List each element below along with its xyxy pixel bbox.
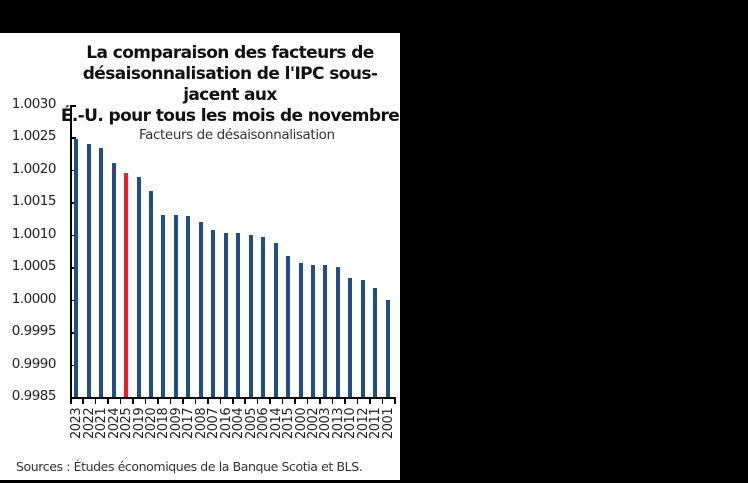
x-tick-mark — [219, 397, 222, 404]
y-tick-mark — [70, 397, 76, 399]
y-tick-mark — [70, 234, 76, 237]
bar-2010 — [348, 278, 353, 397]
y-tick-label: 1.0030 — [11, 96, 57, 112]
y-tick-label: 1.0000 — [11, 290, 57, 307]
bar-2004 — [236, 233, 241, 397]
bar-2009 — [173, 215, 178, 397]
x-tick-mark — [269, 397, 271, 404]
bar-2020 — [149, 191, 153, 397]
x-tick-mark — [331, 397, 334, 404]
x-tick-mark — [107, 397, 109, 404]
y-tick-mark — [70, 299, 76, 302]
x-tick-mark — [157, 397, 159, 404]
x-tick-mark — [394, 397, 396, 404]
x-tick-mark — [344, 397, 346, 404]
x-tick-mark — [194, 397, 197, 404]
x-tick-mark — [356, 397, 359, 404]
x-tick-mark — [119, 397, 122, 404]
x-tick-mark — [244, 397, 246, 404]
y-tick-mark — [70, 169, 76, 172]
x-tick-mark — [70, 397, 72, 404]
bar-2021 — [99, 148, 104, 397]
chart-title: La comparaison des facteurs de désaisonn… — [60, 43, 400, 127]
bar-2016 — [223, 232, 228, 397]
bar-2005 — [248, 234, 253, 397]
bar-2025 — [124, 173, 129, 397]
y-tick-mark — [70, 364, 76, 367]
title-line-3: É.-U. pour tous les mois de novembre — [60, 106, 400, 126]
y-tick-label: 1.0025 — [11, 128, 57, 145]
y-tick-label: 1.0005 — [11, 258, 57, 275]
y-axis — [70, 105, 72, 398]
bar-2015 — [286, 255, 291, 397]
bar-2007 — [211, 230, 216, 397]
x-tick-mark — [381, 397, 384, 404]
y-tick-label: 0.9990 — [11, 355, 57, 372]
x-tick-mark — [169, 397, 172, 404]
x-tick-mark — [294, 397, 296, 404]
y-tick-mark — [70, 267, 76, 269]
title-line-2: désaisonnalisation de l'IPC sous-jacent … — [82, 64, 378, 105]
x-tick-mark — [281, 397, 284, 404]
x-tick-mark — [182, 397, 184, 404]
x-tick-mark — [256, 397, 259, 404]
bar-2011 — [373, 287, 378, 397]
bar-2019 — [136, 177, 141, 397]
bar-2003 — [323, 265, 328, 397]
x-tick-mark — [232, 397, 234, 404]
x-tick-mark — [369, 397, 371, 404]
x-tick-label: 2001 — [380, 407, 396, 439]
source-note: Sources : Études économiques de la Banqu… — [16, 459, 363, 474]
y-tick-mark — [70, 105, 76, 107]
y-tick-label: 0.9995 — [11, 323, 57, 340]
legend-label: Facteurs de désaisonnalisation — [139, 127, 335, 143]
x-tick-mark — [144, 397, 147, 404]
chart-panel: La comparaison des facteurs de désaisonn… — [0, 33, 400, 480]
bar-2012 — [360, 280, 365, 397]
y-tick-mark — [70, 332, 76, 334]
y-tick-label: 1.0020 — [11, 160, 57, 177]
x-tick-mark — [82, 397, 84, 404]
bar-2014 — [273, 242, 278, 397]
y-tick-label: 0.9985 — [11, 388, 57, 404]
bar-2008 — [198, 221, 203, 397]
x-tick-mark — [306, 397, 309, 404]
y-tick-label: 1.0015 — [11, 193, 57, 210]
y-tick-mark — [70, 202, 76, 204]
x-tick-mark — [319, 397, 321, 404]
bar-2023 — [74, 139, 79, 397]
bar-2002 — [311, 264, 315, 397]
y-tick-mark — [70, 137, 76, 139]
bar-2000 — [298, 263, 303, 397]
bar-2017 — [186, 215, 191, 397]
x-tick-mark — [132, 397, 134, 404]
title-line-1: La comparaison des facteurs de — [86, 43, 374, 63]
bar-2001 — [385, 299, 390, 397]
bar-2013 — [335, 267, 340, 397]
bar-2024 — [111, 163, 116, 397]
bar-2022 — [86, 143, 91, 397]
y-tick-label: 1.0010 — [11, 225, 57, 242]
x-tick-mark — [207, 397, 209, 404]
bar-2006 — [261, 236, 266, 397]
x-tick-mark — [94, 397, 97, 404]
bar-2018 — [161, 215, 166, 397]
